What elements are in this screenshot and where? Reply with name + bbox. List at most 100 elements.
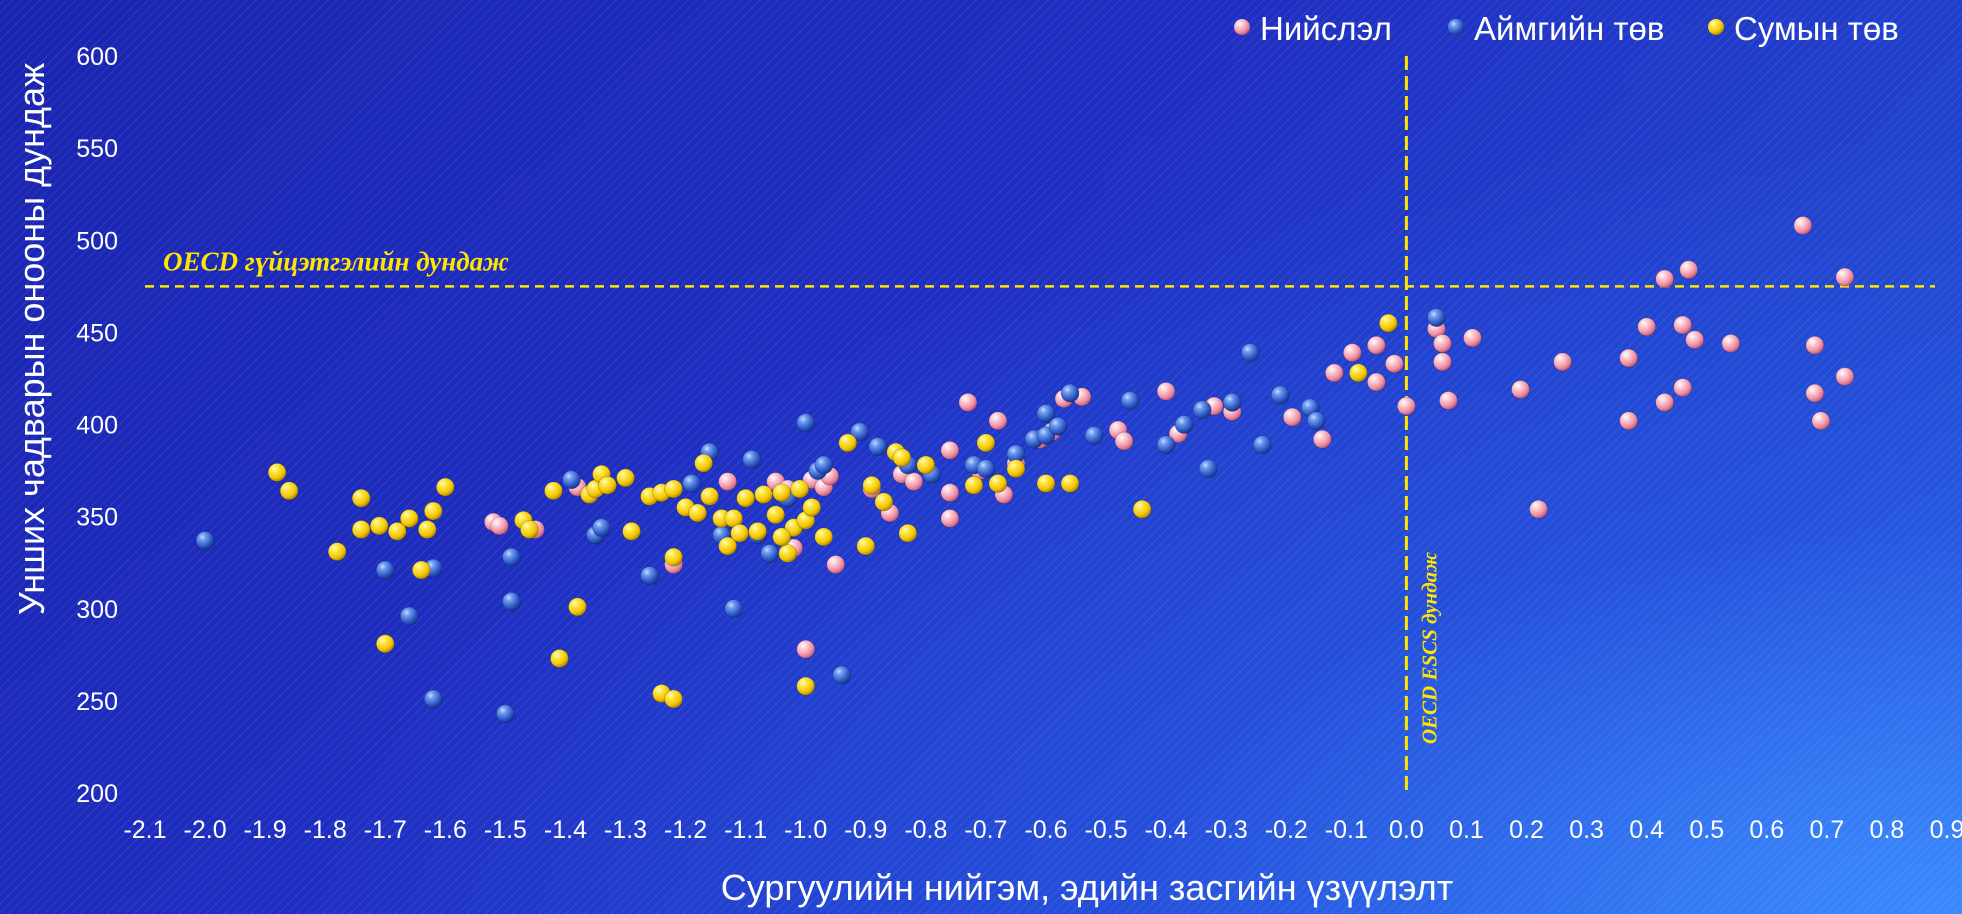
hatch-line xyxy=(1474,426,1962,914)
hatch-line xyxy=(1348,300,1962,914)
hatch-line xyxy=(79,0,995,914)
y-tick-label: 300 xyxy=(76,596,118,624)
hatch-line xyxy=(0,0,509,509)
hatch-line xyxy=(1330,282,1962,914)
data-point xyxy=(838,433,858,453)
hatch-line xyxy=(34,0,950,914)
data-point xyxy=(940,483,960,503)
hatch-line xyxy=(898,0,1814,914)
hatch-line xyxy=(727,0,1643,914)
hatch-line xyxy=(0,0,185,185)
data-point xyxy=(862,475,882,495)
hatch-line xyxy=(934,0,1850,914)
data-point xyxy=(616,468,635,488)
legend-item-soum-center[interactable]: Сумын төв xyxy=(1708,10,1899,47)
hatch-line xyxy=(799,0,1715,914)
x-axis-ticks: -2.1 -2.0 -1.9 -1.8 -1.7 -1.6 -1.5 -1.4 -1.3 -1.2… xyxy=(123,816,1962,844)
hatch-line xyxy=(0,0,500,500)
hatch-line xyxy=(1123,75,1962,914)
hatch-line xyxy=(16,0,932,914)
hatch-line xyxy=(0,0,329,329)
hatch-line xyxy=(1528,480,1962,914)
hatch-line xyxy=(1411,363,1962,914)
hatch-line xyxy=(0,0,797,797)
hatch-line xyxy=(1375,327,1962,914)
hatch-line xyxy=(1717,669,1962,914)
hatch-line xyxy=(529,0,1445,914)
data-point xyxy=(1619,348,1639,368)
data-point xyxy=(399,606,419,626)
hatch-line xyxy=(0,0,194,194)
hatch-line xyxy=(583,0,1499,914)
hatch-line xyxy=(700,0,1616,914)
hatch-line xyxy=(1654,606,1962,914)
hatch-line xyxy=(871,0,1787,914)
data-point xyxy=(1048,416,1068,436)
hatch-line xyxy=(1402,354,1962,914)
hatch-line xyxy=(313,0,1229,914)
hatch-line xyxy=(1735,687,1962,914)
hatch-line xyxy=(160,0,1076,914)
data-point xyxy=(1120,391,1140,410)
hatch-line xyxy=(0,0,374,374)
hatch-line xyxy=(196,0,1112,914)
hatch-line xyxy=(1267,219,1962,914)
hatch-line xyxy=(502,0,1418,914)
hatch-line xyxy=(70,0,986,914)
hatch-line xyxy=(358,0,1274,914)
hatch-line xyxy=(421,0,1337,914)
hatch-line xyxy=(1366,318,1962,914)
hatch-line xyxy=(1771,723,1962,914)
reference-lines: OECD гүйцэтгэлийн дундаж OECD ESCS дунда… xyxy=(145,56,1935,793)
data-point xyxy=(958,392,978,412)
hatch-line xyxy=(1303,255,1962,914)
data-point xyxy=(1427,308,1446,328)
data-point xyxy=(423,689,443,709)
data-point xyxy=(1673,315,1693,335)
data-point xyxy=(1679,260,1699,280)
x-tick-label: 0.2 xyxy=(1509,816,1544,844)
data-point xyxy=(1378,313,1398,333)
hatch-line xyxy=(1213,165,1962,914)
hatch-line xyxy=(0,0,428,428)
data-point xyxy=(1036,404,1056,423)
data-point xyxy=(417,520,437,539)
hatch-line xyxy=(1600,552,1962,914)
hatch-line xyxy=(1555,507,1962,914)
hatch-line xyxy=(0,0,905,905)
data-point xyxy=(748,521,768,541)
x-tick-label: -0.6 xyxy=(1024,816,1067,844)
data-point xyxy=(195,531,215,550)
hatch-line xyxy=(0,0,554,554)
hatch-line xyxy=(943,0,1859,914)
hatch-line xyxy=(754,0,1670,914)
data-point xyxy=(1433,352,1452,372)
legend-item-aimag-center[interactable]: Аймгийн төв xyxy=(1448,10,1664,47)
hatch-line xyxy=(1177,129,1962,914)
data-point xyxy=(754,485,774,504)
data-point xyxy=(688,503,708,523)
hatch-line xyxy=(1078,30,1962,914)
x-tick-label: -1.7 xyxy=(364,816,407,844)
hatch-line xyxy=(52,0,968,914)
hatch-line xyxy=(1798,750,1962,914)
hatch-line xyxy=(1672,624,1962,914)
data-point xyxy=(868,437,888,457)
hatch-line xyxy=(0,0,302,302)
x-tick-label: -0.2 xyxy=(1265,816,1308,844)
hatch-line xyxy=(0,0,878,878)
legend-item-capital[interactable]: Нийслэл xyxy=(1234,10,1392,47)
data-point xyxy=(796,413,816,433)
hatch-line xyxy=(1708,660,1962,914)
data-point xyxy=(940,509,960,528)
y-tick-label: 350 xyxy=(76,504,118,532)
x-tick-label: -0.4 xyxy=(1145,816,1188,844)
hatch-line xyxy=(142,0,1058,914)
hatch-line xyxy=(1591,543,1962,914)
hatch-line xyxy=(1645,597,1962,914)
hatch-line xyxy=(0,0,572,572)
x-tick-label: -1.1 xyxy=(724,816,767,844)
hatch-line xyxy=(88,0,1004,914)
hatch-line xyxy=(0,0,518,518)
data-point xyxy=(790,479,810,499)
